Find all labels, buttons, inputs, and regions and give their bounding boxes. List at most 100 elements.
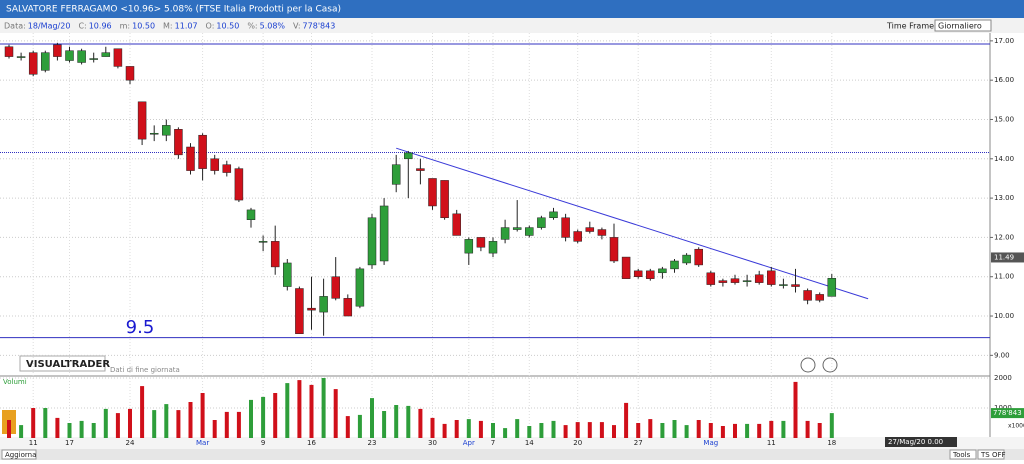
- candle-body: [331, 276, 340, 299]
- volume-bar: [660, 423, 665, 438]
- candle-body: [307, 307, 316, 311]
- info-button[interactable]: [800, 357, 816, 373]
- volume-bar: [551, 420, 556, 438]
- candle-body: [452, 213, 461, 236]
- volume-bar: [624, 402, 629, 438]
- candle-body: [125, 66, 135, 81]
- candle-body: [658, 268, 667, 274]
- volume-bar: [720, 426, 725, 438]
- volume-bar: [515, 419, 520, 438]
- x-tick-label: 14: [525, 439, 534, 447]
- button-label: Aggiorna: [5, 451, 36, 459]
- y-tick-label: 10.00: [994, 312, 1014, 320]
- volume-bar: [285, 383, 290, 438]
- candle-body: [186, 146, 195, 171]
- volume-bar: [333, 389, 338, 438]
- info-label: O:: [206, 22, 215, 31]
- volume-bar: [648, 419, 653, 438]
- candle-body: [416, 168, 425, 171]
- volume-bar: [43, 408, 48, 438]
- cursor-date: 27/Mag/20 0.00: [888, 438, 943, 446]
- x-tick-label: 7: [491, 439, 495, 447]
- x-tick-label: 9: [261, 439, 265, 447]
- info-label: %:: [247, 22, 257, 31]
- trendline: [396, 147, 869, 300]
- volume-tick-label: 2000: [994, 374, 1012, 382]
- candle-body: [633, 270, 643, 277]
- timeframe-value: Giornaliero: [938, 22, 982, 31]
- y-tick-label: 15.00: [994, 115, 1014, 123]
- candle-body: [573, 231, 582, 242]
- x-tick-label: 24: [126, 439, 135, 447]
- candle-body: [101, 52, 111, 57]
- volume-bar: [7, 420, 11, 438]
- title-bar: [0, 0, 1024, 18]
- volume-bar: [200, 393, 205, 438]
- volume-bar: [769, 420, 774, 438]
- button[interactable]: [977, 449, 1005, 460]
- button[interactable]: [949, 449, 977, 460]
- volume-bar: [805, 420, 810, 438]
- y-tick-label: 12.00: [994, 233, 1014, 241]
- candle-body: [391, 164, 401, 185]
- volume-bar: [442, 423, 447, 438]
- candle-body: [561, 217, 570, 238]
- candle-body: [355, 268, 365, 307]
- volume-bar: [236, 411, 241, 438]
- volume-bar: [164, 404, 169, 438]
- volume-title: Volumi: [3, 378, 27, 386]
- candle-body: [343, 298, 353, 317]
- volume-bar: [128, 408, 132, 438]
- candle-body: [646, 270, 655, 279]
- window-title: SALVATORE FERRAGAMO <10.96> 5.08% (FTSE …: [6, 5, 341, 15]
- info-label: M:: [163, 22, 173, 31]
- button[interactable]: [1, 449, 37, 460]
- volume-bar: [115, 413, 120, 438]
- candle-body: [585, 227, 595, 232]
- level-label: 9.5: [126, 317, 155, 338]
- volume-bar: [309, 384, 314, 438]
- candle-body: [113, 48, 123, 67]
- volume-bar: [103, 408, 108, 438]
- candle-body: [319, 296, 328, 313]
- volume-bar: [757, 423, 762, 438]
- volume-bar: [382, 411, 387, 438]
- candle-body: [28, 52, 38, 75]
- button-label: Tools: [952, 451, 971, 459]
- candle-body: [779, 284, 788, 286]
- x-tick-label: Mag: [703, 439, 718, 447]
- info-value: 778'843: [303, 22, 336, 31]
- candle-body: [222, 164, 232, 173]
- volume-tick-label: 1000: [994, 404, 1012, 412]
- volume-bar: [79, 420, 84, 438]
- x-tick-label: Apr: [463, 439, 475, 447]
- volume-bar: [745, 423, 750, 438]
- candle-body: [682, 254, 691, 264]
- x-tick-label: 16: [307, 439, 316, 447]
- volume-bar: [817, 423, 822, 438]
- tag-button[interactable]: [822, 357, 838, 373]
- volume-bar: [781, 420, 786, 438]
- volume-bar: [261, 396, 266, 438]
- candle-body: [815, 294, 824, 301]
- candle-body: [137, 101, 147, 140]
- volume-bar: [91, 423, 96, 438]
- y-tick-label: 17.00: [994, 37, 1014, 45]
- volume-bar: [224, 411, 229, 438]
- x-tick-label: 17: [65, 439, 74, 447]
- candle-body: [65, 50, 74, 61]
- volume-bar: [249, 399, 253, 438]
- volume-bar: [273, 393, 278, 438]
- volume-bar: [430, 417, 435, 438]
- volume-bar: [587, 422, 592, 438]
- info-value: 18/Mag/20: [28, 22, 71, 31]
- candle-body: [754, 274, 764, 283]
- candle-body: [525, 227, 534, 236]
- x-tick-label: 18: [827, 439, 836, 447]
- candle-body: [500, 227, 510, 240]
- volume-bar: [684, 425, 689, 438]
- candle-body: [718, 280, 728, 283]
- timeframe-select[interactable]: [934, 19, 992, 32]
- candle-body: [162, 125, 171, 136]
- volume-bar: [321, 378, 326, 438]
